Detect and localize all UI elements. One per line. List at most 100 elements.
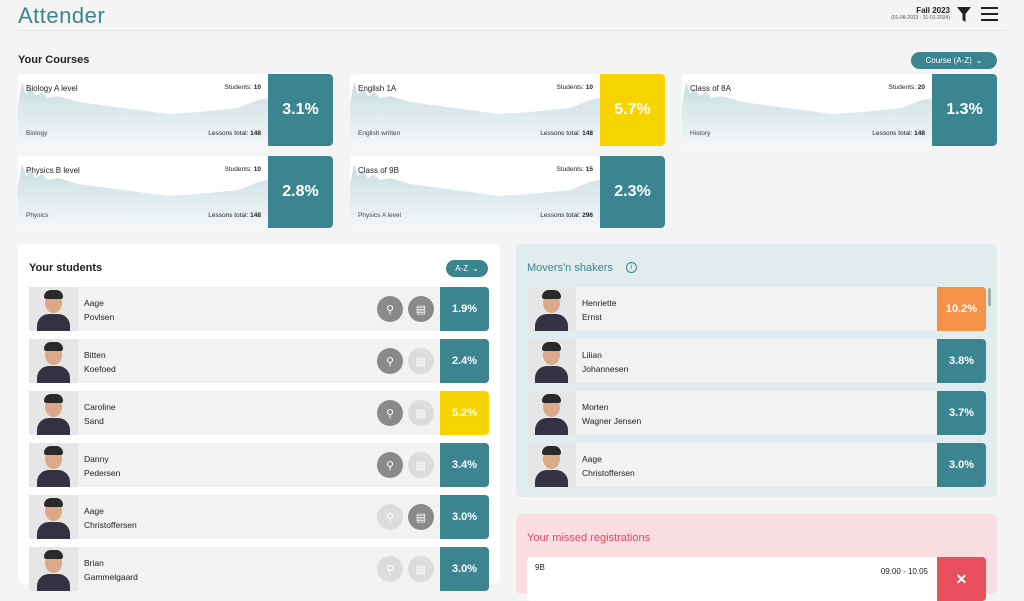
course-absence-pct: 5.7% [600,74,665,146]
avatar [29,391,78,435]
student-name: Bitten Koefoed [84,350,116,374]
missed-registration-row[interactable]: 9B 09:00 - 10:05 ✕ [527,557,986,601]
avatar [29,443,78,487]
term-selector[interactable]: Fall 2023 (01-08-2023 - 31-01-2024) [891,6,950,21]
student-name: Caroline Sand [84,402,116,426]
course-card[interactable]: Class of 9B Students: 15 Physics A level… [350,156,665,228]
avatar [29,547,78,591]
course-name: English 1A [358,84,397,93]
course-name: Biology A level [26,84,78,93]
student-absence-pct: 3.0% [440,547,489,591]
filter-icon[interactable] [957,7,971,22]
mover-row[interactable]: Morten Wagner Jensen 3.7% [527,391,986,435]
avatar [29,339,78,383]
attendance-sparkline [350,82,600,146]
students-title: Your students [29,262,103,274]
comment-icon[interactable]: ▤ [408,452,434,478]
comment-icon[interactable]: ▤ [408,556,434,582]
mover-name: Aage Christoffersen [582,454,635,478]
avatar [527,443,576,487]
student-sort-dropdown[interactable]: A-Z ⌄ [446,260,488,277]
missed-class: 9B [535,563,545,572]
menu-icon[interactable] [981,7,998,21]
student-row[interactable]: Aage Christoffersen ⚲ ▤ 3.0% [29,495,489,539]
avatar [527,287,576,331]
comment-icon[interactable]: ▤ [408,400,434,426]
student-row[interactable]: Bitten Koefoed ⚲ ▤ 2.4% [29,339,489,383]
student-row[interactable]: Brian Gammelgaard ⚲ ▤ 3.0% [29,547,489,591]
lessons-total: Lessons total: 296 [540,212,593,219]
close-icon[interactable]: ✕ [937,557,986,601]
lessons-total: Lessons total: 148 [208,130,261,137]
pin-icon[interactable]: ⚲ [377,452,403,478]
attender-logo: Attender [18,3,106,28]
missed-time: 09:00 - 10:05 [880,567,928,576]
student-absence-pct: 3.4% [440,443,489,487]
mover-absence-pct: 3.8% [937,339,986,383]
missed-panel: Your missed registrations 9B 09:00 - 10:… [516,514,997,601]
avatar [527,339,576,383]
course-name: Physics B level [26,166,80,175]
mover-row[interactable]: Lilian Johannesen 3.8% [527,339,986,383]
student-name: Danny Pedersen [84,454,121,478]
header-divider [18,30,1006,31]
course-card[interactable]: Biology A level Students: 10 Biology Les… [18,74,333,146]
pin-icon[interactable]: ⚲ [377,504,403,530]
student-absence-pct: 5.2% [440,391,489,435]
students-count: Students: 15 [556,166,593,173]
course-sort-dropdown[interactable]: Course (A-Z) ⌄ [911,52,997,69]
avatar [527,391,576,435]
student-row[interactable]: Danny Pedersen ⚲ ▤ 3.4% [29,443,489,487]
students-count: Students: 10 [556,84,593,91]
mover-absence-pct: 3.7% [937,391,986,435]
students-count: Students: 10 [224,84,261,91]
course-card[interactable]: Physics B level Students: 10 Physics Les… [18,156,333,228]
lessons-total: Lessons total: 148 [208,212,261,219]
students-count: Students: 20 [888,84,925,91]
student-absence-pct: 2.4% [440,339,489,383]
student-row[interactable]: Aage Povlsen ⚲ ▤ 1.9% [29,287,489,331]
mover-absence-pct: 10.2% [937,287,986,331]
course-absence-pct: 3.1% [268,74,333,146]
student-name: Brian Gammelgaard [84,558,138,582]
comment-icon[interactable]: ▤ [408,296,434,322]
comment-icon[interactable]: ▤ [408,348,434,374]
students-panel: Your students A-Z ⌄ Aage Povlsen ⚲ ▤ 1.9% … [18,244,500,591]
avatar [29,287,78,331]
attendance-sparkline [18,164,268,228]
student-absence-pct: 1.9% [440,287,489,331]
course-absence-pct: 2.3% [600,156,665,228]
pin-icon[interactable]: ⚲ [377,556,403,582]
pin-icon[interactable]: ⚲ [377,400,403,426]
courses-title: Your Courses [18,54,90,66]
course-card[interactable]: English 1A Students: 10 English written … [350,74,665,146]
student-row[interactable]: Caroline Sand ⚲ ▤ 5.2% [29,391,489,435]
movers-panel: Movers'n shakers i Henriette Ernst 10.2% … [516,244,997,497]
course-subject: English written [358,130,401,137]
mover-row[interactable]: Henriette Ernst 10.2% [527,287,986,331]
pin-icon[interactable]: ⚲ [377,296,403,322]
mover-absence-pct: 3.0% [937,443,986,487]
lessons-total: Lessons total: 148 [872,130,925,137]
scrollbar[interactable] [988,288,991,306]
term-dates: (01-08-2023 - 31-01-2024) [891,15,950,21]
mover-name: Lilian Johannesen [582,350,629,374]
chevron-down-icon: ⌄ [472,264,479,273]
course-name: Class of 9B [358,166,399,175]
chevron-down-icon: ⌄ [975,56,983,65]
student-sort-label: A-Z [455,264,469,273]
course-card[interactable]: Class of 8A Students: 20 History Lessons… [682,74,997,146]
course-subject: Biology [26,130,48,137]
missed-title: Your missed registrations [527,532,651,544]
mover-name: Henriette Ernst [582,298,617,322]
pin-icon[interactable]: ⚲ [377,348,403,374]
course-subject: History [690,130,711,137]
info-icon[interactable]: i [626,262,637,273]
lessons-total: Lessons total: 148 [540,130,593,137]
course-sort-label: Course (A-Z) [925,56,972,65]
comment-icon[interactable]: ▤ [408,504,434,530]
course-absence-pct: 1.3% [932,74,997,146]
students-count: Students: 10 [224,166,261,173]
mover-row[interactable]: Aage Christoffersen 3.0% [527,443,986,487]
attendance-sparkline [18,82,268,146]
